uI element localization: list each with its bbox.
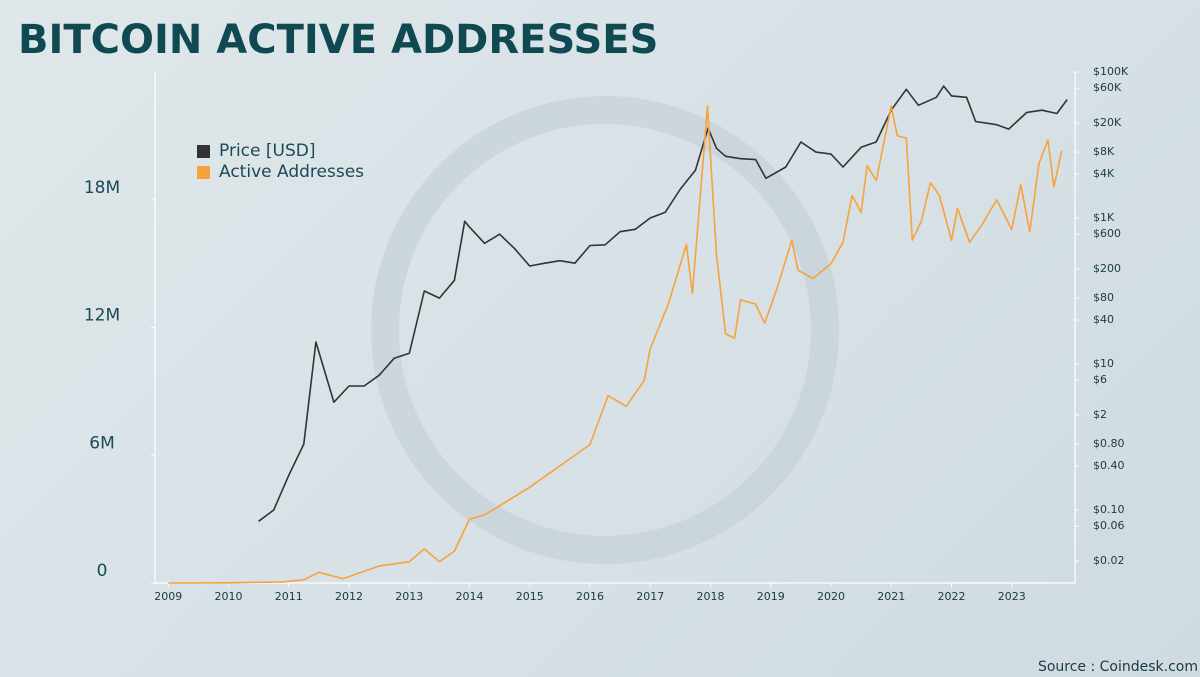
y2-tick-label: $10 bbox=[1093, 357, 1114, 370]
x-tick-label: 2009 bbox=[154, 590, 182, 603]
x-tick-label: 2017 bbox=[636, 590, 664, 603]
source: Source : Coindesk.com bbox=[1038, 659, 1198, 675]
x-tick-label: 2015 bbox=[516, 590, 544, 603]
y2-tick-label: $20K bbox=[1093, 116, 1122, 129]
x-tick-label: 2010 bbox=[215, 590, 243, 603]
y2-tick-label: $0.02 bbox=[1093, 554, 1125, 567]
y2-tick-label: $80 bbox=[1093, 291, 1114, 304]
x-tick-label: 2019 bbox=[757, 590, 785, 603]
data-line bbox=[168, 105, 1063, 584]
y2-tick-label: $8K bbox=[1093, 145, 1115, 158]
legend-swatch bbox=[197, 166, 210, 179]
y2-tick-label: $1K bbox=[1093, 211, 1115, 224]
y2-tick-label: $6 bbox=[1093, 373, 1107, 386]
y-tick-label: 0 bbox=[97, 561, 108, 581]
y2-tick-label: $0.06 bbox=[1093, 519, 1125, 532]
y-tick-label: 12M bbox=[84, 306, 120, 326]
chart-title: BITCOIN ACTIVE ADDRESSES bbox=[18, 17, 658, 63]
y2-tick-label: $200 bbox=[1093, 262, 1121, 275]
x-tick-label: 2011 bbox=[275, 590, 303, 603]
watermark bbox=[371, 96, 839, 564]
y2-tick-label: $0.80 bbox=[1093, 437, 1125, 450]
legend-label: Active Addresses bbox=[219, 162, 364, 182]
x-tick-label: 2014 bbox=[455, 590, 483, 603]
data-line bbox=[258, 85, 1068, 522]
x-tick-label: 2016 bbox=[576, 590, 604, 603]
y2-tick-label: $0.10 bbox=[1093, 503, 1125, 516]
y2-tick-label: $60K bbox=[1093, 81, 1122, 94]
x-tick-label: 2013 bbox=[395, 590, 423, 603]
x-tick-label: 2023 bbox=[998, 590, 1026, 603]
legend-label: Price [USD] bbox=[219, 141, 315, 161]
y2-tick-label: $0.40 bbox=[1093, 459, 1125, 472]
legend-swatch bbox=[197, 145, 210, 158]
x-tick-label: 2020 bbox=[817, 590, 845, 603]
y2-tick-label: $2 bbox=[1093, 408, 1107, 421]
y2-tick-label: $40 bbox=[1093, 313, 1114, 326]
x-tick-label: 2021 bbox=[877, 590, 905, 603]
y2-tick-label: $4K bbox=[1093, 167, 1115, 180]
y2-tick-label: $600 bbox=[1093, 227, 1121, 240]
x-tick-label: 2012 bbox=[335, 590, 363, 603]
y2-tick-label: $100K bbox=[1093, 65, 1129, 78]
x-tick-label: 2018 bbox=[696, 590, 724, 603]
y-tick-label: 6M bbox=[89, 433, 114, 453]
y-tick-label: 18M bbox=[84, 178, 120, 198]
x-tick-label: 2022 bbox=[937, 590, 965, 603]
